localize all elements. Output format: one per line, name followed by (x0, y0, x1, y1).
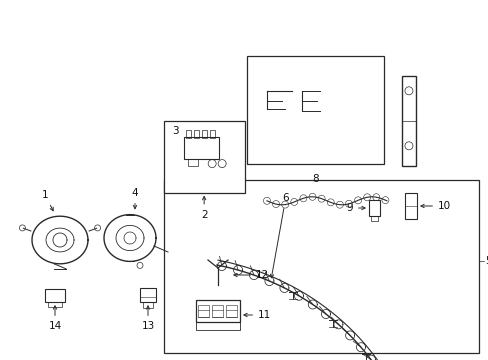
Bar (196, 322, 240, 330)
Text: 13: 13 (141, 306, 154, 331)
Bar (142, 302, 153, 308)
Bar (188, 159, 198, 166)
Bar (45, 289, 65, 302)
Bar (246, 56, 383, 164)
Bar (404, 193, 416, 219)
Bar (48, 302, 62, 307)
Text: 1: 1 (41, 190, 53, 211)
Bar (212, 305, 223, 317)
Bar (213, 285, 223, 292)
Text: 6: 6 (270, 193, 288, 278)
Bar (140, 288, 156, 302)
Bar (194, 130, 199, 138)
Bar (202, 130, 207, 138)
Bar (163, 121, 244, 193)
Bar (401, 76, 415, 166)
Bar (168, 249, 178, 256)
Text: 12: 12 (233, 270, 269, 280)
Bar (210, 130, 215, 138)
Bar (184, 136, 219, 159)
Bar (368, 200, 379, 216)
Bar (198, 305, 208, 317)
Text: 10: 10 (420, 201, 450, 211)
Text: 7: 7 (0, 359, 1, 360)
Text: 11: 11 (244, 310, 271, 320)
Bar (186, 130, 191, 138)
Text: 5: 5 (484, 256, 488, 266)
Bar (370, 216, 377, 221)
Bar (163, 180, 478, 353)
Text: 3: 3 (171, 126, 178, 136)
Text: 2: 2 (201, 197, 207, 220)
Text: 4: 4 (131, 188, 138, 209)
Text: 8: 8 (311, 174, 318, 184)
Text: 14: 14 (48, 306, 61, 331)
Bar (225, 305, 237, 317)
Text: 9: 9 (346, 203, 365, 213)
Bar (196, 300, 240, 322)
